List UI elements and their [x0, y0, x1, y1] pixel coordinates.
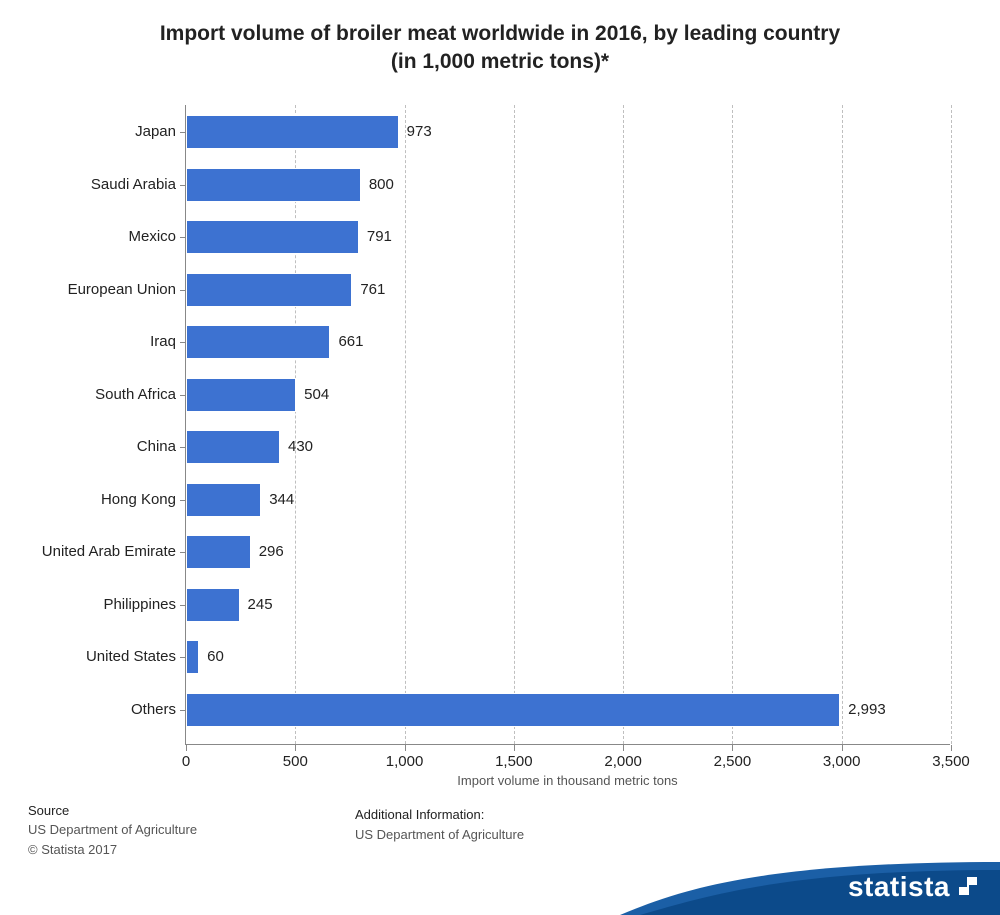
xtick-mark — [951, 745, 952, 751]
bar-value-label: 60 — [207, 640, 224, 674]
bar — [186, 220, 359, 254]
ytick-label: United Arab Emirate — [8, 535, 176, 569]
bar-value-label: 661 — [338, 325, 363, 359]
ytick-label: South Africa — [8, 378, 176, 412]
bar — [186, 115, 399, 149]
bar — [186, 325, 330, 359]
grid-line — [623, 105, 624, 744]
xtick-mark — [295, 745, 296, 751]
title-line-1: Import volume of broiler meat worldwide … — [160, 22, 840, 45]
xtick-mark — [623, 745, 624, 751]
xtick-label: 3,000 — [812, 753, 872, 770]
ytick-label: European Union — [8, 273, 176, 307]
plot-region: 05001,0001,5002,0002,5003,0003,500Japan9… — [185, 105, 950, 745]
xtick-mark — [514, 745, 515, 751]
chart-container: Import volume of broiler meat worldwide … — [0, 0, 1000, 915]
brand-logo-icon — [956, 874, 980, 898]
footer-additional: Additional Information: US Department of… — [355, 805, 524, 844]
ytick-label: Saudi Arabia — [8, 168, 176, 202]
chart-title: Import volume of broiler meat worldwide … — [0, 0, 1000, 77]
ytick-label: Iraq — [8, 325, 176, 359]
grid-line — [514, 105, 515, 744]
bar-value-label: 791 — [367, 220, 392, 254]
bar-value-label: 761 — [360, 273, 385, 307]
xtick-mark — [732, 745, 733, 751]
grid-line — [405, 105, 406, 744]
bar-value-label: 430 — [288, 430, 313, 464]
brand-logo-text: statista — [848, 871, 950, 902]
source-line-1: US Department of Agriculture — [28, 822, 197, 837]
xtick-mark — [186, 745, 187, 751]
bar-value-label: 296 — [259, 535, 284, 569]
bar-value-label: 800 — [369, 168, 394, 202]
bar — [186, 430, 280, 464]
ytick-label: Hong Kong — [8, 483, 176, 517]
bar — [186, 168, 361, 202]
brand-logo: statista — [848, 871, 980, 903]
xtick-label: 1,000 — [375, 753, 435, 770]
bar — [186, 640, 199, 674]
xtick-label: 1,500 — [484, 753, 544, 770]
brand-swoosh: statista — [620, 850, 1000, 915]
x-axis-title: Import volume in thousand metric tons — [185, 773, 950, 788]
xtick-label: 2,500 — [702, 753, 762, 770]
bar — [186, 588, 240, 622]
xtick-label: 500 — [265, 753, 325, 770]
bar-value-label: 973 — [407, 115, 432, 149]
title-line-2: (in 1,000 metric tons)* — [391, 50, 609, 73]
xtick-label: 0 — [156, 753, 216, 770]
footer-source: Source US Department of Agriculture © St… — [28, 801, 197, 860]
additional-line-1: US Department of Agriculture — [355, 827, 524, 842]
bar — [186, 273, 352, 307]
bar-value-label: 344 — [269, 483, 294, 517]
bar-value-label: 245 — [248, 588, 273, 622]
xtick-label: 2,000 — [593, 753, 653, 770]
ytick-label: Japan — [8, 115, 176, 149]
ytick-label: United States — [8, 640, 176, 674]
ytick-label: China — [8, 430, 176, 464]
chart-area: 05001,0001,5002,0002,5003,0003,500Japan9… — [185, 105, 950, 785]
source-line-2: © Statista 2017 — [28, 842, 117, 857]
bar — [186, 535, 251, 569]
xtick-mark — [405, 745, 406, 751]
ytick-label: Others — [8, 693, 176, 727]
bar — [186, 378, 296, 412]
grid-line — [732, 105, 733, 744]
grid-line — [951, 105, 952, 744]
bar — [186, 483, 261, 517]
bar-value-label: 504 — [304, 378, 329, 412]
source-heading: Source — [28, 803, 69, 818]
ytick-label: Philippines — [8, 588, 176, 622]
xtick-mark — [842, 745, 843, 751]
bar-value-label: 2,993 — [848, 693, 886, 727]
xtick-label: 3,500 — [921, 753, 981, 770]
additional-heading: Additional Information: — [355, 807, 484, 822]
grid-line — [842, 105, 843, 744]
bar — [186, 693, 840, 727]
ytick-label: Mexico — [8, 220, 176, 254]
